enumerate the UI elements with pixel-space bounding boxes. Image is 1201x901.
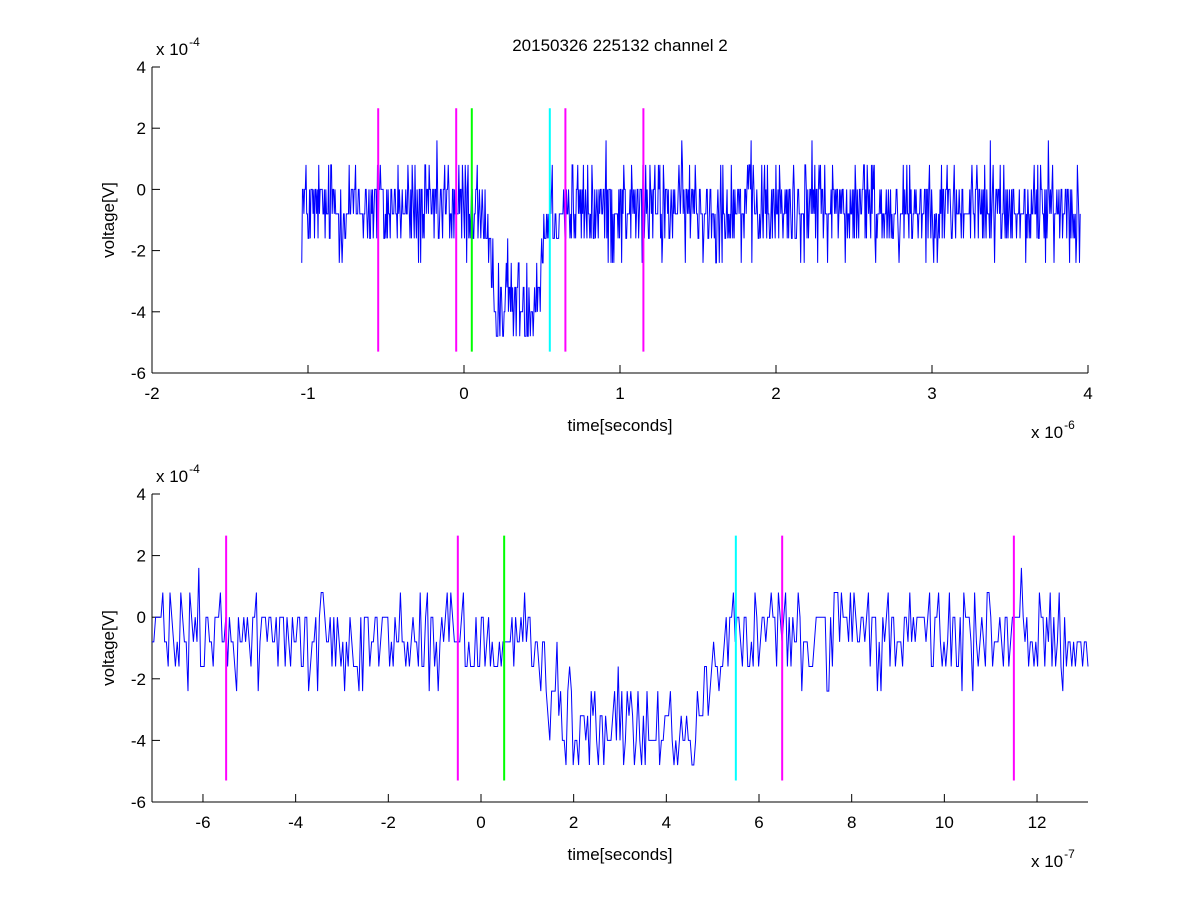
y-tick-label: -2 — [131, 670, 146, 689]
x-tick-label: 4 — [662, 813, 671, 832]
chart-title: 20150326 225132 channel 2 — [512, 36, 728, 55]
x-tick-label: -6 — [195, 813, 210, 832]
x-axis-label: time[seconds] — [568, 416, 673, 435]
x-tick-label: 8 — [847, 813, 856, 832]
y-tick-label: -6 — [131, 793, 146, 812]
y-multiplier: x 10 — [156, 467, 188, 486]
x-axis-label: time[seconds] — [568, 845, 673, 864]
y-multiplier: x 10 — [156, 40, 188, 59]
x-tick-label: 2 — [569, 813, 578, 832]
y-exponent-label: x 10-4 — [156, 35, 200, 59]
y-tick-label: 0 — [137, 180, 146, 199]
x-tick-label: 3 — [927, 384, 936, 403]
x-exponent-label: x 10-7 — [1031, 847, 1075, 871]
y-tick-label: 4 — [137, 485, 146, 504]
y-tick-label: 0 — [137, 608, 146, 627]
x-tick-label: 4 — [1083, 384, 1092, 403]
y-tick-label: -4 — [131, 731, 146, 750]
y-axis-label: voltage[V] — [99, 182, 118, 258]
x-tick-label: 1 — [615, 384, 624, 403]
x-tick-label: 6 — [754, 813, 763, 832]
x-exponent: -6 — [1064, 418, 1075, 432]
x-tick-label: -1 — [300, 384, 315, 403]
y-tick-label: 2 — [137, 547, 146, 566]
x-tick-label: -4 — [288, 813, 303, 832]
x-tick-label: 12 — [1028, 813, 1047, 832]
x-tick-label: 2 — [771, 384, 780, 403]
y-tick-label: 2 — [137, 119, 146, 138]
y-exponent-label: x 10-4 — [156, 462, 200, 486]
y-tick-label: -6 — [131, 364, 146, 383]
y-tick-label: -4 — [131, 303, 146, 322]
y-tick-label: 4 — [137, 58, 146, 77]
x-multiplier: x 10 — [1031, 423, 1063, 442]
signal-trace — [301, 140, 1081, 337]
x-exponent: -7 — [1064, 847, 1075, 861]
x-tick-label: 0 — [476, 813, 485, 832]
x-tick-label: 0 — [459, 384, 468, 403]
y-exponent: -4 — [189, 462, 200, 476]
x-tick-label: -2 — [381, 813, 396, 832]
x-exponent-label: x 10-6 — [1031, 418, 1075, 442]
y-tick-label: -2 — [131, 242, 146, 261]
signal-trace — [152, 567, 1089, 766]
x-tick-label: 10 — [935, 813, 954, 832]
y-exponent: -4 — [189, 35, 200, 49]
x-tick-label: -2 — [144, 384, 159, 403]
x-multiplier: x 10 — [1031, 852, 1063, 871]
y-axis-label: voltage[V] — [99, 610, 118, 686]
